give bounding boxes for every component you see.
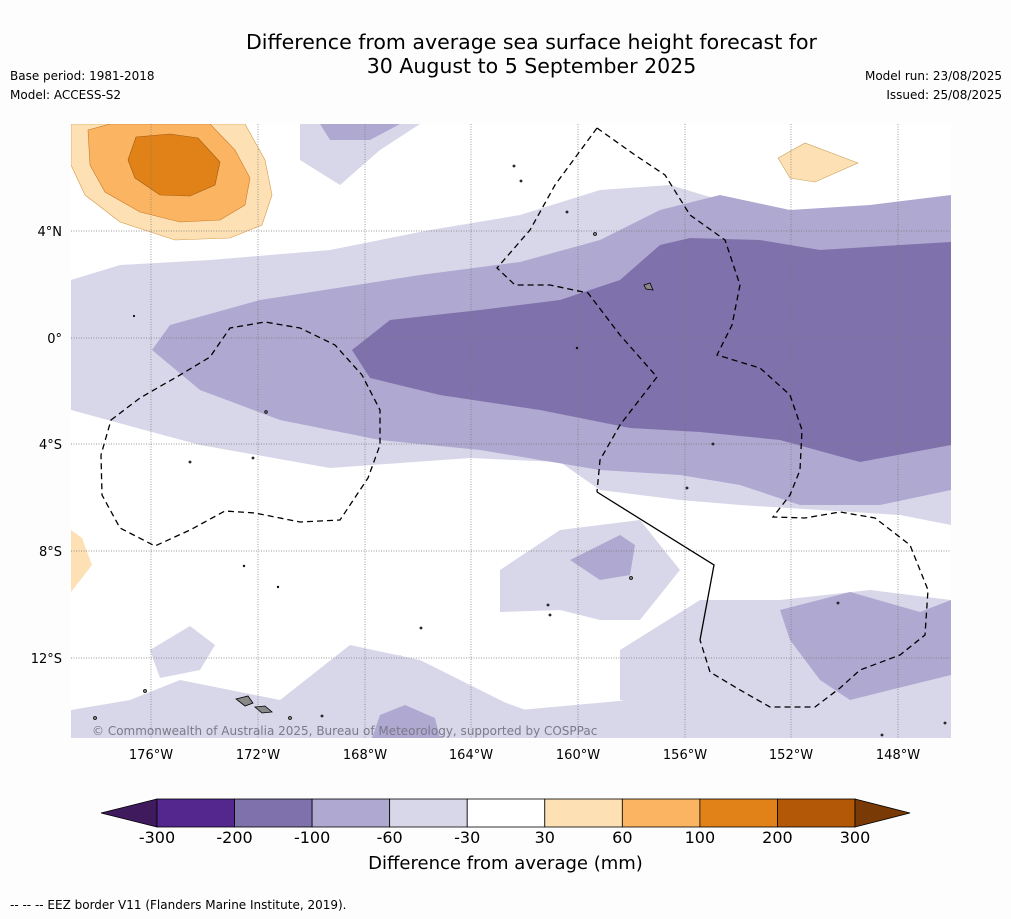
lat-label: 4°S — [39, 438, 62, 453]
map-title: Difference from average sea surface heig… — [0, 30, 1011, 78]
lat-labels: 4°N 0° 4°S 8°S 12°S — [31, 225, 62, 667]
colorbar-tick-label: 200 — [762, 828, 793, 847]
eez-borders — [100, 127, 929, 708]
colorbar-segment — [234, 798, 313, 828]
sea-level-map: 4°N 0° 4°S 8°S 12°S 176°W 172°W 168°W 16… — [31, 124, 951, 763]
lat-label: 12°S — [31, 652, 62, 667]
field-pale-orange-ne — [777, 142, 859, 183]
colorbar-segment — [621, 798, 701, 828]
field-mid-north — [320, 124, 400, 140]
field-mid-center — [570, 535, 635, 580]
lon-label: 160°W — [556, 748, 600, 763]
colorbar-tick-label: -30 — [454, 828, 481, 847]
lon-label: 168°W — [343, 748, 387, 763]
colorbar-tick-label: 60 — [612, 828, 633, 847]
title-line-1: Difference from average sea surface heig… — [246, 30, 817, 54]
field-mid-south — [372, 705, 440, 738]
copyright-notice: © Commonwealth of Australia 2025, Bureau… — [92, 724, 598, 738]
field-dark-core — [352, 238, 951, 462]
lon-label: 152°W — [769, 748, 813, 763]
colorbar-tick-label: -60 — [376, 828, 403, 847]
colorbar-segment — [544, 798, 623, 828]
model-run: Model run: 23/08/2025 — [864, 69, 1002, 83]
colorbar-segment — [389, 798, 468, 828]
lon-label: 176°W — [129, 748, 173, 763]
colorbar — [100, 798, 911, 828]
islands — [93, 164, 947, 737]
base-period: Base period: 1981-2018 — [10, 69, 155, 83]
colorbar-segment — [156, 798, 235, 828]
field-white-south — [71, 410, 951, 710]
field-white-north — [71, 124, 951, 280]
graticule — [71, 124, 951, 738]
lon-label: 164°W — [449, 748, 493, 763]
colorbar-tick-label: -200 — [216, 828, 253, 847]
lat-label: 4°N — [38, 225, 63, 240]
colorbar-tick-label: -100 — [293, 828, 331, 847]
lon-labels: 176°W 172°W 168°W 164°W 160°W 156°W 152°… — [129, 748, 920, 763]
title-line-2: 30 August to 5 September 2025 — [366, 54, 697, 78]
colorbar-tick-label: 100 — [684, 828, 716, 847]
colorbar-title: Difference from average (mm) — [368, 853, 643, 874]
lon-label: 156°W — [663, 748, 707, 763]
field-pale-orange-w — [71, 530, 92, 592]
field-mid-southeast — [780, 592, 951, 700]
colorbar-segment — [311, 798, 391, 828]
colorbar-tick-label: -300 — [138, 828, 176, 847]
meta-right: Model run: 23/08/2025 Issued: 25/08/2025 — [865, 67, 1002, 105]
meta-left: Base period: 1981-2018 Model: ACCESS-S2 — [10, 67, 155, 105]
eez-legend-note: -- -- -- EEZ border V11 (Flanders Marine… — [10, 898, 347, 912]
colorbar-tick-label: 300 — [839, 828, 871, 847]
lon-label: 148°W — [876, 748, 920, 763]
lon-label: 172°W — [236, 748, 280, 763]
issued-date: Issued: 25/08/2025 — [886, 88, 1002, 102]
lat-label: 0° — [47, 332, 62, 347]
colorbar-segment — [777, 798, 856, 828]
field-light-southwest — [150, 626, 215, 678]
colorbar-segment — [466, 798, 546, 828]
colorbar-extend-high — [854, 798, 911, 828]
colorbar-segment — [699, 798, 778, 828]
colorbar-tick-label: 30 — [534, 828, 555, 847]
colorbar-extend-low — [100, 798, 158, 828]
model-name: Model: ACCESS-S2 — [10, 88, 122, 102]
eez-solid-segment — [596, 491, 715, 641]
lat-label: 8°S — [39, 545, 62, 560]
